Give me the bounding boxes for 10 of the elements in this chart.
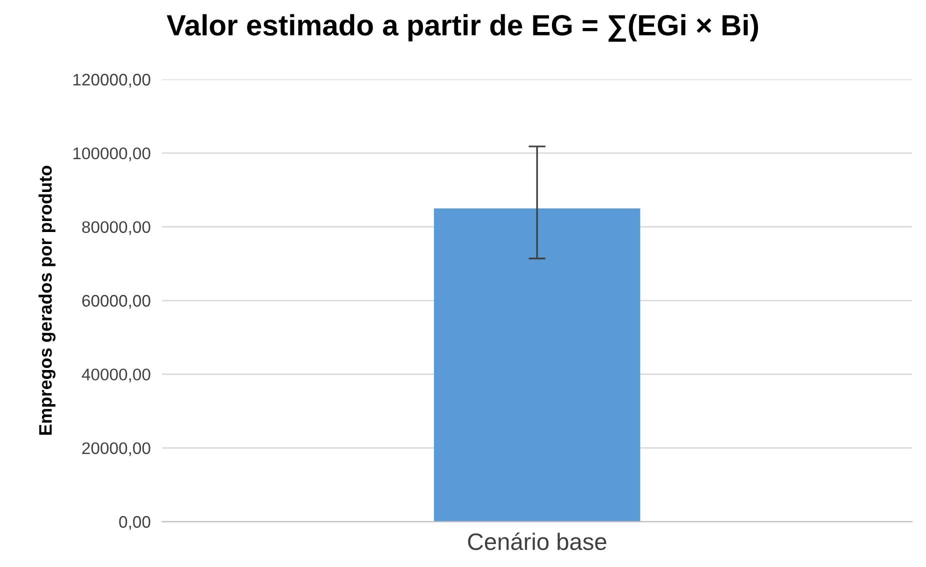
- y-tick-label: 120000,00: [73, 74, 150, 88]
- y-tick-label: 40000,00: [82, 368, 150, 382]
- y-axis-title: Empregos gerados por produto: [38, 166, 56, 435]
- y-tick-label: 60000,00: [82, 294, 150, 309]
- x-tick-label: Cenário base: [468, 532, 606, 550]
- y-tick-label: 100000,00: [73, 147, 150, 162]
- y-tick-label: 20000,00: [82, 442, 150, 456]
- y-tick-label: 0,00: [119, 516, 150, 530]
- y-tick-label: 80000,00: [82, 221, 150, 235]
- chart-title: Valor estimado a partir de EG = ∑(EGi × Bi): [166, 14, 758, 42]
